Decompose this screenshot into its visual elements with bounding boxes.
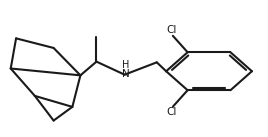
Text: N: N [122, 69, 130, 79]
Text: H: H [122, 60, 130, 70]
Text: Cl: Cl [166, 25, 177, 35]
Text: Cl: Cl [166, 107, 177, 117]
